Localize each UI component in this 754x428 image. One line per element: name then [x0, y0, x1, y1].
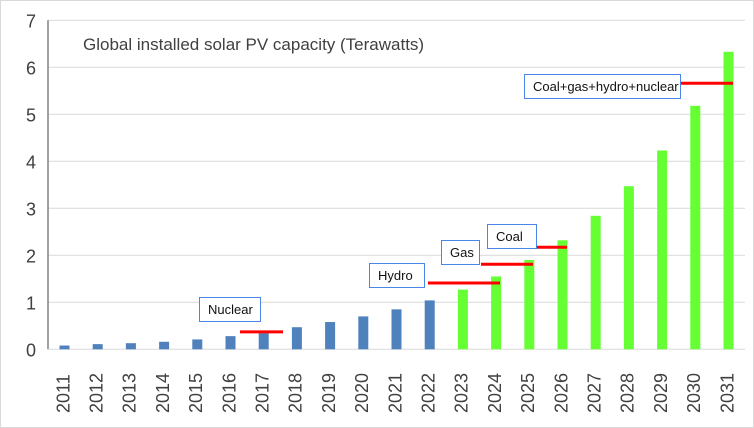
x-tick-label: 2022	[418, 373, 438, 413]
y-tick-label: 4	[26, 152, 36, 172]
bar-2029	[657, 150, 668, 350]
bar-2021	[391, 309, 402, 350]
annotation-label: Gas	[441, 240, 480, 265]
annotation-label: Nuclear	[199, 297, 261, 322]
bar-2028	[623, 186, 634, 350]
bar-2013	[125, 343, 136, 350]
x-tick-label: 2026	[551, 373, 571, 413]
x-tick-label: 2027	[584, 373, 604, 413]
x-tick-label: 2021	[385, 373, 405, 413]
bar-2025	[524, 260, 535, 350]
bar-2017	[258, 333, 269, 350]
y-tick-label: 5	[26, 105, 36, 125]
bar-2016	[225, 336, 236, 350]
bar-2022	[424, 300, 435, 350]
x-tick-label: 2028	[618, 373, 638, 413]
chart-title: Global installed solar PV capacity (Tera…	[83, 35, 425, 54]
bar-2030	[690, 105, 701, 350]
x-tick-label: 2011	[53, 374, 73, 413]
x-tick-label: 2025	[518, 373, 538, 413]
x-tick-label: 2012	[86, 373, 106, 413]
bar-2011	[59, 345, 70, 350]
bar-2015	[192, 339, 203, 350]
y-tick-label: 2	[26, 246, 36, 266]
bar-2020	[358, 316, 369, 350]
x-tick-label: 2020	[352, 373, 372, 413]
y-tick-label: 3	[26, 199, 36, 219]
x-tick-label: 2019	[319, 373, 339, 413]
bar-2031	[723, 51, 734, 350]
bar-2026	[557, 240, 568, 350]
x-tick-label: 2023	[452, 373, 472, 413]
x-tick-label: 2030	[684, 373, 704, 413]
bar-2012	[92, 344, 103, 350]
x-tick-label: 2024	[485, 373, 505, 413]
annotation-label: Coal+gas+hydro+nuclear	[524, 74, 681, 99]
x-tick-label: 2017	[252, 373, 272, 413]
y-tick-label: 0	[26, 340, 36, 360]
annotation-label: Hydro	[369, 263, 425, 288]
x-tick-label: 2029	[651, 373, 671, 413]
y-tick-label: 7	[26, 11, 36, 31]
y-tick-label: 6	[26, 58, 36, 78]
bar-2024	[491, 276, 502, 350]
bar-2019	[325, 322, 336, 350]
bar-2027	[590, 215, 601, 350]
bar-2023	[457, 289, 468, 350]
x-tick-label: 2031	[717, 373, 737, 413]
bar-2014	[159, 341, 170, 350]
x-tick-label: 2014	[153, 373, 173, 413]
bar-2018	[291, 327, 302, 350]
annotation-label: Coal	[487, 224, 537, 249]
x-tick-label: 2015	[186, 373, 206, 413]
x-tick-label: 2013	[120, 373, 140, 413]
x-tick-label: 2018	[286, 373, 306, 413]
y-tick-label: 1	[26, 293, 36, 313]
x-tick-label: 2016	[219, 373, 239, 413]
